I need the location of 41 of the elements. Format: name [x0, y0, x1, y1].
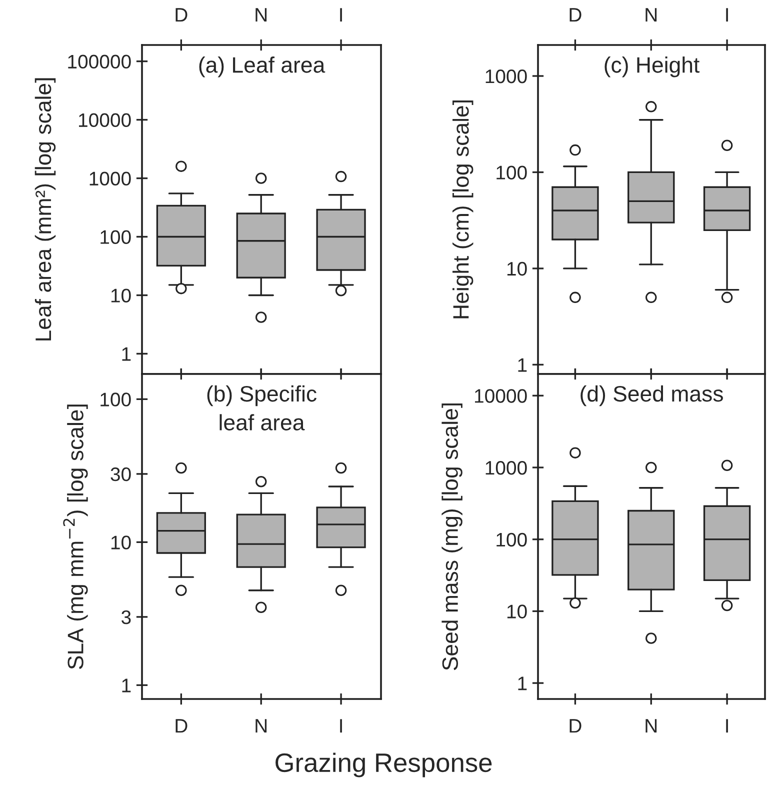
y-axis-title: SLA (mg mm$^{−2}$) [log scale] [63, 404, 88, 670]
y-tick-label: 1000 [486, 69, 527, 84]
y-tick-label: 10000 [79, 113, 131, 128]
y-tick-label: 1 [122, 347, 131, 361]
y-tick-label: 100 [100, 392, 131, 406]
y-tick-label: 1000 [486, 460, 527, 475]
y-tick-label: 1 [518, 676, 527, 690]
x-tick-label: D [570, 719, 582, 733]
y-axis-title: Height (cm) [log scale] [452, 100, 474, 318]
y-tick-label: 100 [100, 230, 131, 244]
y-tick-label: 1 [518, 358, 527, 372]
y-tick-label: 10 [507, 262, 527, 276]
y-axis-title: Seed mass (mg) [log scale] [442, 403, 462, 670]
y-tick-label: 3 [122, 610, 131, 624]
y-tick-label: 100000 [68, 54, 131, 69]
y-tick-label: 10 [111, 536, 131, 550]
x-tick-label: I [340, 8, 342, 22]
x-tick-label: N [646, 719, 657, 733]
chart-title: (d) Seed mass [580, 385, 723, 406]
chart-title: (a) Leaf area [199, 56, 326, 78]
text: Grazing Response [276, 752, 492, 778]
y-axis-title: Leaf area (mm²) [log scale] [34, 78, 56, 340]
y-tick-label: 30 [110, 467, 131, 482]
x-tick-label: D [570, 8, 582, 22]
x-tick-label: I [726, 8, 728, 22]
x-tick-label: N [256, 8, 267, 22]
y-tick-label: 1 [122, 678, 131, 692]
text: (b) Specific leaf area [207, 385, 316, 430]
chart-title: (c) Height [604, 56, 700, 78]
y-tick-label: 100 [496, 532, 527, 547]
x-tick-label: I [340, 719, 342, 733]
x-tick-label: N [646, 8, 657, 22]
y-tick-label: 10000 [475, 389, 527, 403]
x-tick-label: I [726, 719, 728, 733]
x-tick-label: D [176, 719, 188, 733]
y-tick-label: 1000 [90, 172, 131, 186]
y-tick-label: 10 [507, 604, 527, 618]
x-tick-label: D [176, 8, 188, 22]
y-tick-label: 10 [111, 288, 131, 302]
y-tick-label: 100 [496, 166, 527, 180]
x-tick-label: N [256, 719, 267, 733]
